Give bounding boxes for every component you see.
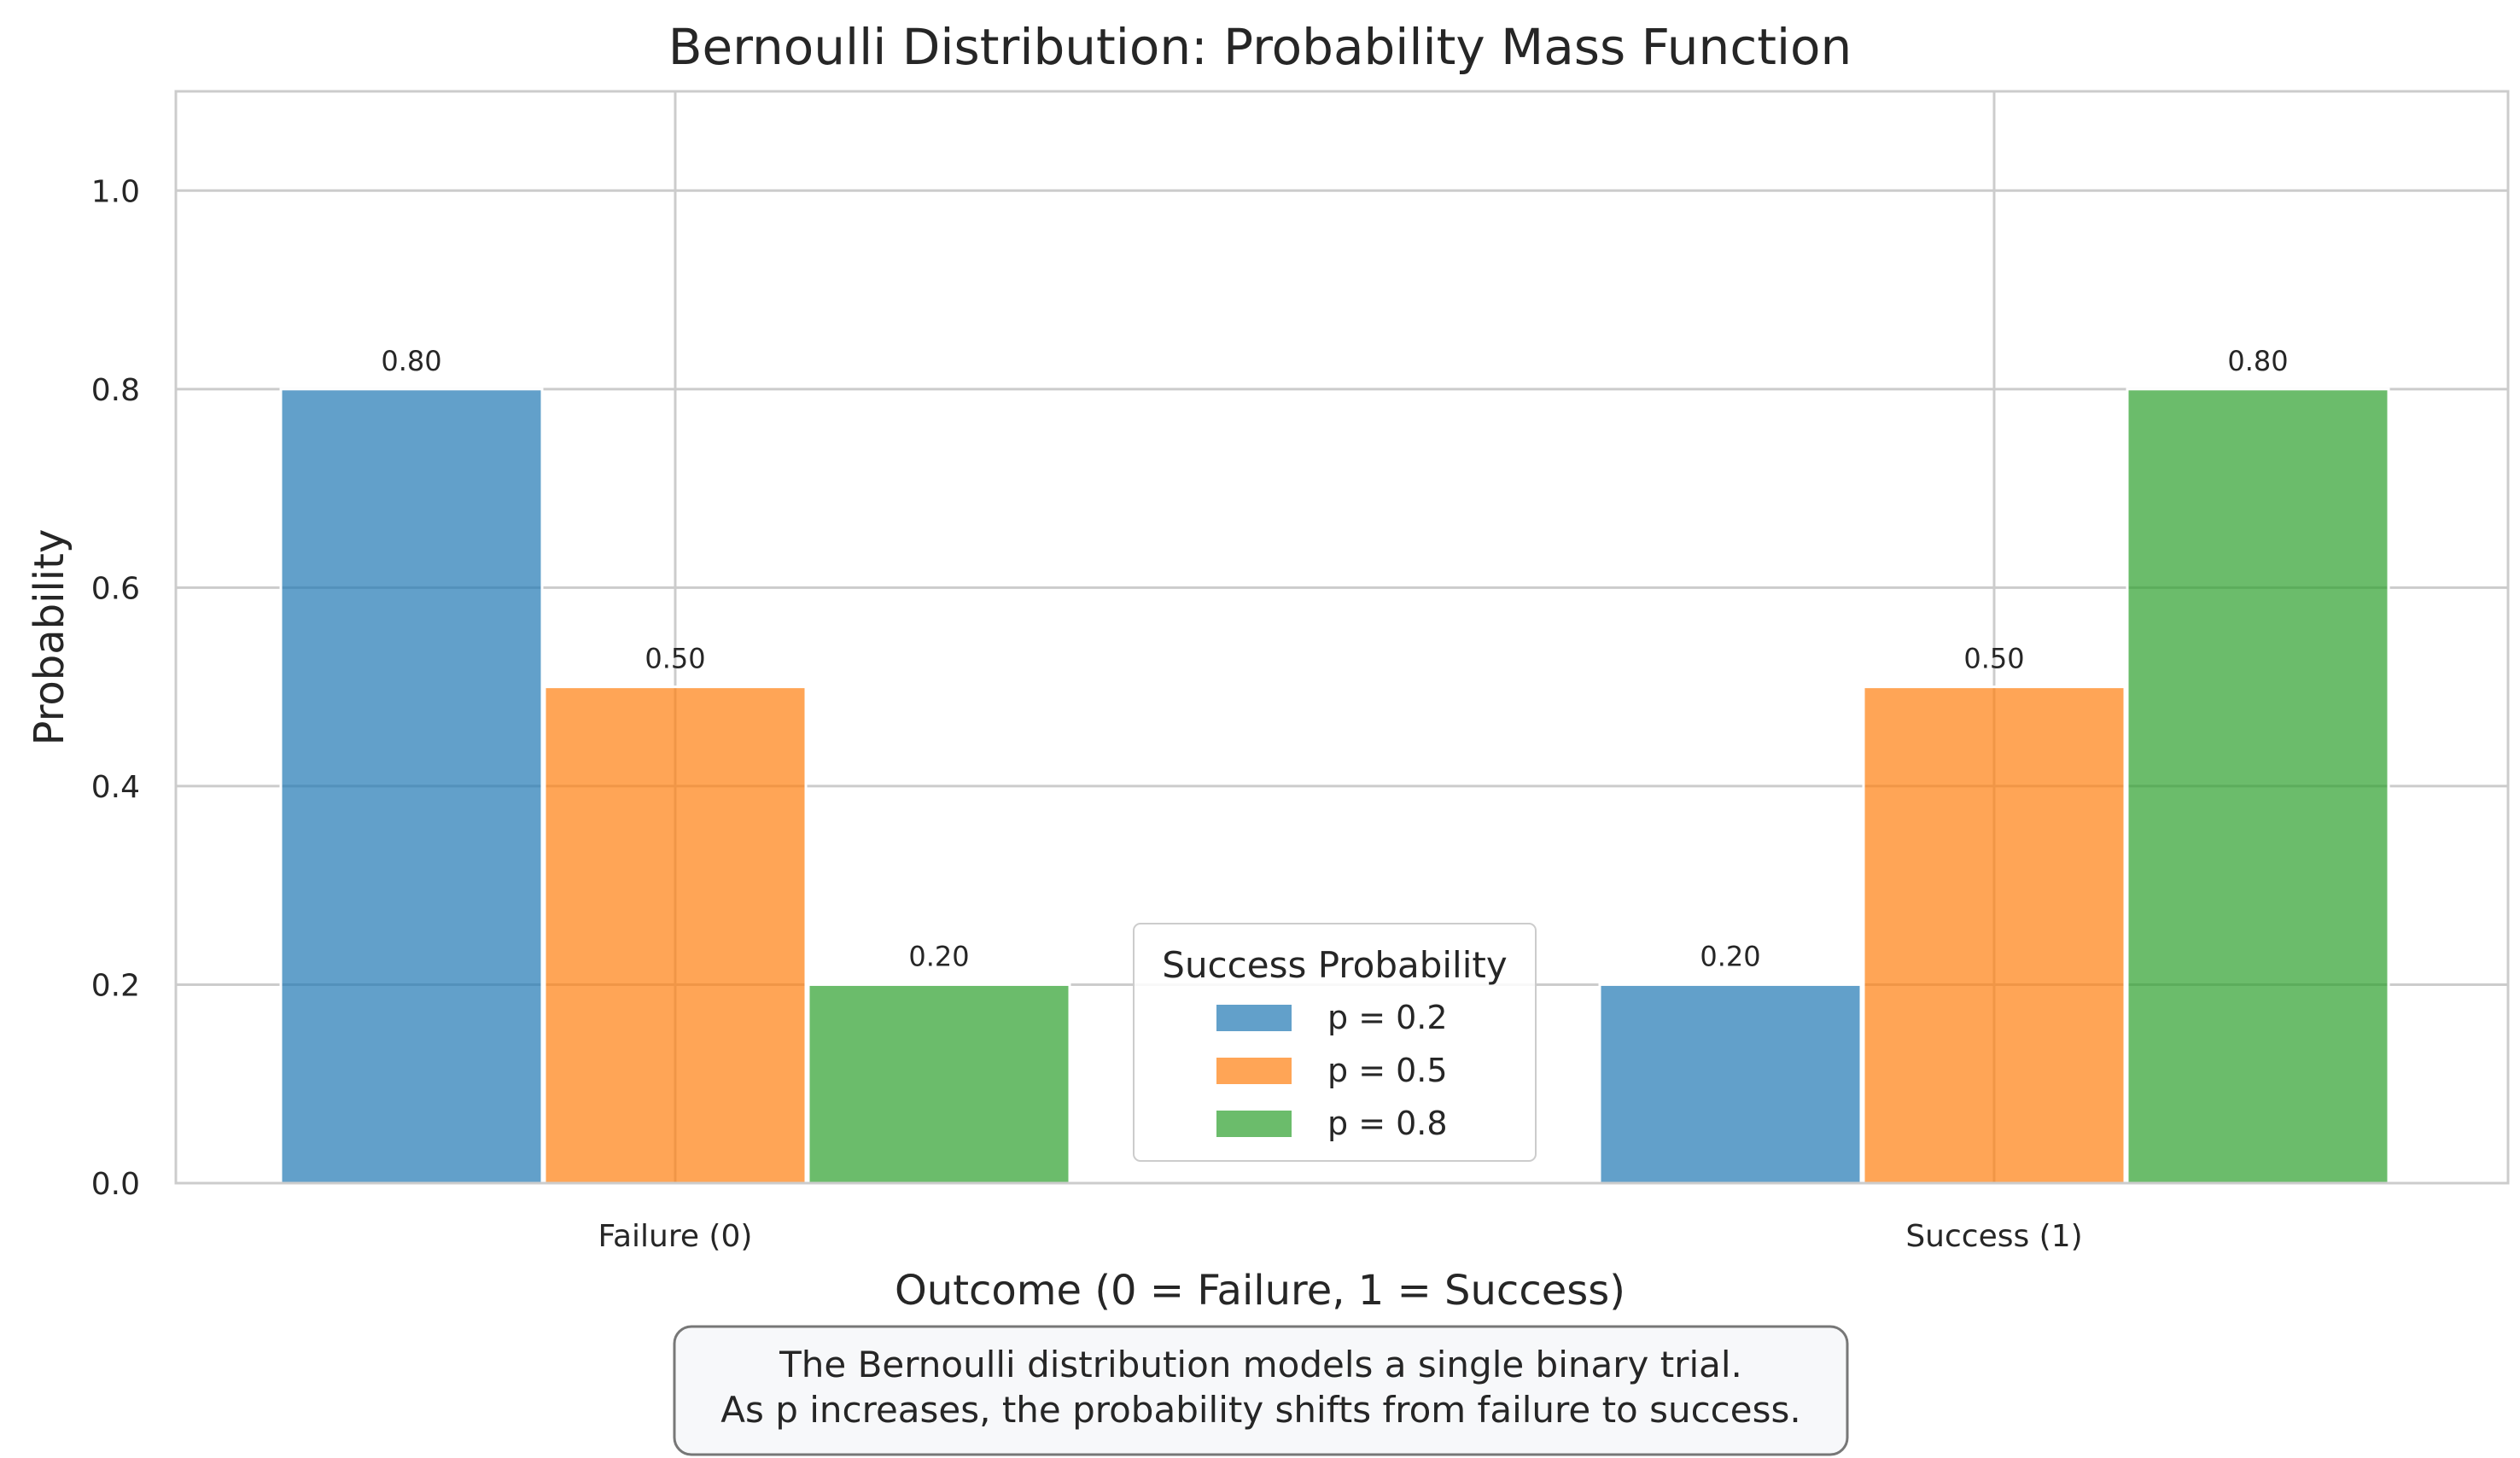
legend-swatch [1216,1058,1292,1084]
bar [279,388,544,1185]
y-tick-label: 0.0 [91,1167,140,1202]
value-label: 0.20 [908,940,969,972]
value-label: 0.50 [645,643,705,675]
y-tick-label: 0.8 [91,373,140,408]
annotation-frame [673,1325,1849,1456]
legend-box [1133,923,1537,1162]
legend-label: p = 0.2 [1327,999,1448,1036]
value-label: 0.80 [2227,345,2288,377]
bar [2126,388,2390,1185]
bar [807,983,1071,1185]
bar [1862,685,2126,1185]
legend-swatch [1216,1111,1292,1137]
bar [543,685,808,1185]
x-tick-labels: Failure (0) Success (1) [598,1219,2083,1254]
legend: Success Probability p = 0.2p = 0.5p = 0.… [1133,923,1537,1162]
legend-title: Success Probability [1162,944,1507,986]
annotation-box: The Bernoulli distribution models a sing… [673,1325,1849,1456]
x-tick-label: Failure (0) [598,1219,753,1254]
y-tick-label: 0.2 [91,968,140,1003]
x-axis-label: Outcome (0 = Failure, 1 = Success) [895,1267,1625,1315]
y-tick-label: 0.4 [91,770,140,805]
legend-swatch [1216,1005,1292,1031]
value-label: 0.80 [381,345,441,377]
legend-label: p = 0.8 [1327,1105,1448,1142]
value-label: 0.20 [1700,940,1760,972]
chart-title: Bernoulli Distribution: Probability Mass… [668,18,1852,76]
plot-frame [174,90,2510,1185]
legend-label: p = 0.5 [1327,1052,1448,1089]
value-labels: 0.80 0.20 0.50 0.50 0.20 0.80 [381,345,2288,973]
annotation-line-2: As p increases, the probability shifts f… [720,1389,1800,1431]
y-tick-label: 0.6 [91,571,140,606]
bar [1598,983,1863,1185]
y-tick-labels: 0.0 0.2 0.4 0.6 0.8 1.0 [91,174,140,1202]
value-label: 0.50 [1963,643,2024,675]
annotation-line-1: The Bernoulli distribution models a sing… [779,1344,1742,1385]
y-axis-label: Probability [26,529,73,746]
legend-entries: p = 0.2 p = 0.5 p = 0.8 [1216,999,1448,1142]
bars [279,388,2390,1185]
y-tick-label: 1.0 [91,174,140,209]
x-tick-label: Success (1) [1905,1219,2082,1254]
